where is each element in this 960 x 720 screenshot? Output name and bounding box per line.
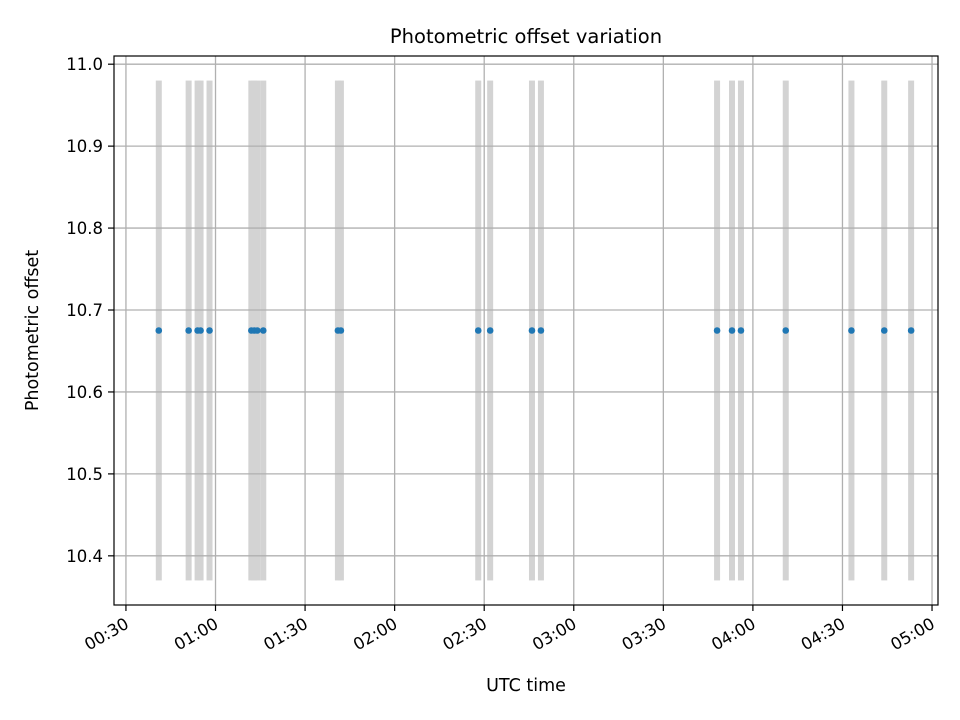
data-point-1 [185,327,192,334]
data-point-19 [848,327,855,334]
y-axis: 10.4 10.5 10.6 10.7 10.8 10.9 11.0 [66,55,114,566]
data-point-11 [474,327,482,334]
grid-group [114,56,938,605]
y-axis-title: Photometric offset [23,250,43,411]
data-point-15 [713,327,721,334]
data-point-0 [155,327,163,334]
x-axis-title: UTC time [486,676,566,696]
data-point-17 [737,327,745,334]
data-point-8 [259,327,267,334]
y-tick-label-4: 10.8 [66,219,103,238]
data-point-4 [206,327,213,334]
point-group [155,327,915,334]
data-point-20 [880,327,888,334]
data-point-18 [782,327,790,334]
y-tick-label-1: 10.5 [66,465,103,484]
y-tick-label-6: 11.0 [66,55,103,74]
data-point-3 [197,327,204,334]
data-point-14 [537,327,545,334]
data-point-21 [907,327,915,334]
y-tick-label-2: 10.6 [66,383,103,402]
data-point-7 [254,327,261,334]
data-point-10 [337,327,345,334]
data-point-16 [728,327,736,334]
chart-title: Photometric offset variation [390,25,662,48]
y-tick-label-0: 10.4 [66,547,103,566]
plot-frame [113,55,939,606]
y-tick-label-5: 10.9 [66,137,103,156]
y-tick-label-3: 10.7 [66,301,103,320]
data-point-13 [528,327,536,334]
data-point-12 [486,327,494,334]
